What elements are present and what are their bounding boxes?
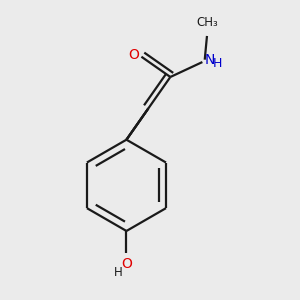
Text: N: N (205, 53, 215, 67)
Text: H: H (114, 266, 123, 279)
Text: H: H (213, 57, 222, 70)
Text: CH₃: CH₃ (197, 16, 218, 29)
Text: O: O (129, 48, 140, 62)
Text: O: O (121, 256, 132, 271)
